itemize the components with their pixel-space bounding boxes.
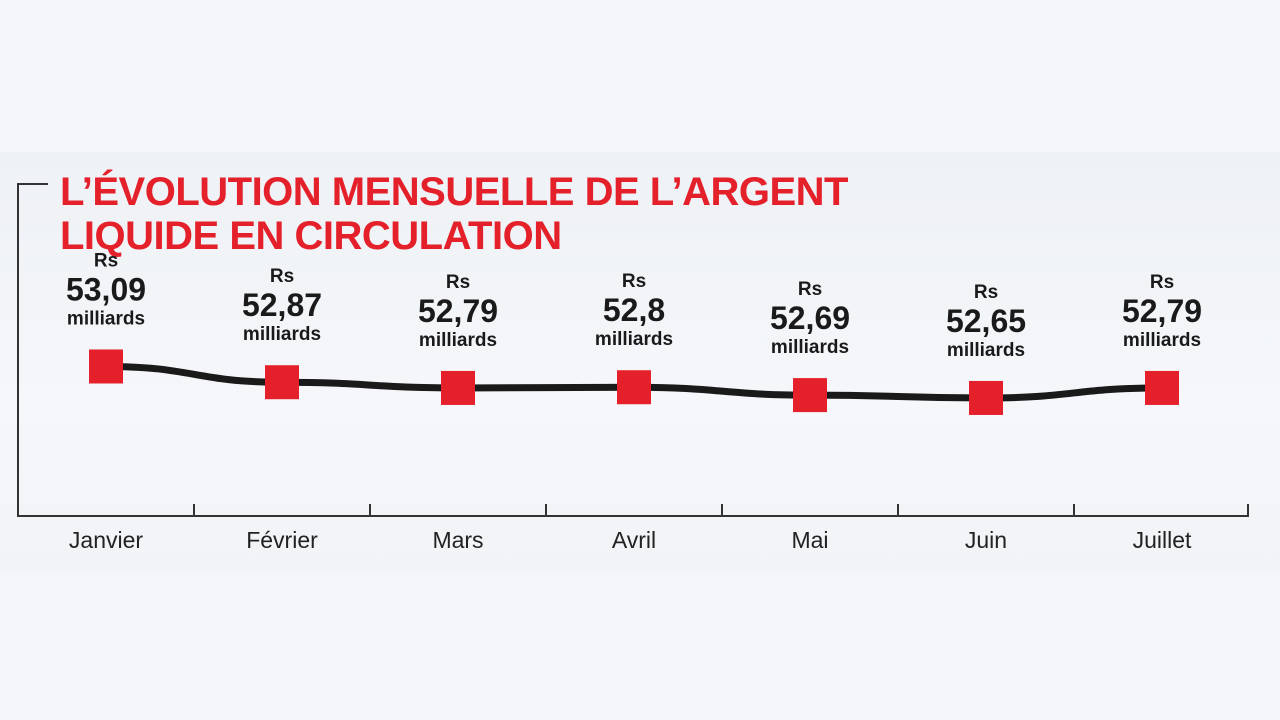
data-label-currency: Rs — [1150, 272, 1174, 293]
x-tick-label: Juillet — [1133, 527, 1192, 553]
data-label-currency: Rs — [974, 282, 998, 303]
data-label-value: 52,79 — [1122, 293, 1202, 329]
chart-panel — [0, 152, 1280, 572]
data-label-value: 52,65 — [946, 303, 1026, 339]
data-label-currency: Rs — [446, 272, 470, 293]
data-label-unit: milliards — [419, 330, 497, 351]
data-point-marker — [265, 365, 299, 400]
x-tick-label: Juin — [965, 527, 1007, 553]
label-layer: Rs53,09milliardsJanvierRs52,87milliardsF… — [66, 250, 1202, 553]
axis-frame — [17, 183, 1249, 517]
x-tick-label: Avril — [612, 527, 656, 553]
data-label-unit: milliards — [771, 337, 849, 358]
data-label-unit: milliards — [947, 340, 1025, 361]
data-label-value: 52,79 — [418, 293, 498, 329]
data-label-unit: milliards — [243, 324, 321, 345]
data-label-unit: milliards — [1123, 330, 1201, 351]
data-label-value: 52,8 — [603, 292, 665, 328]
data-point-marker — [617, 370, 651, 405]
data-label-currency: Rs — [798, 279, 822, 300]
x-tick-label: Mai — [791, 527, 828, 553]
data-label-value: 53,09 — [66, 271, 146, 307]
data-point-marker — [1145, 370, 1179, 405]
marker-layer — [89, 349, 1179, 415]
data-label-unit: milliards — [67, 308, 145, 329]
data-label-currency: Rs — [270, 266, 294, 287]
x-tick-label: Janvier — [69, 527, 143, 553]
data-label-unit: milliards — [595, 329, 673, 350]
x-tick-label: Février — [246, 527, 318, 553]
x-tick-label: Mars — [432, 527, 483, 553]
data-label-currency: Rs — [622, 271, 646, 292]
data-point-marker — [89, 349, 123, 384]
data-point-marker — [441, 370, 475, 405]
axes-layer — [17, 183, 1249, 517]
data-point-marker — [969, 380, 1003, 415]
data-point-marker — [793, 378, 827, 413]
data-label-value: 52,87 — [242, 287, 322, 323]
data-label-value: 52,69 — [770, 300, 850, 336]
chart-title: L’ÉVOLUTION MENSUELLE DE L’ARGENT LIQUID… — [60, 170, 849, 258]
data-label-currency: Rs — [94, 250, 118, 271]
